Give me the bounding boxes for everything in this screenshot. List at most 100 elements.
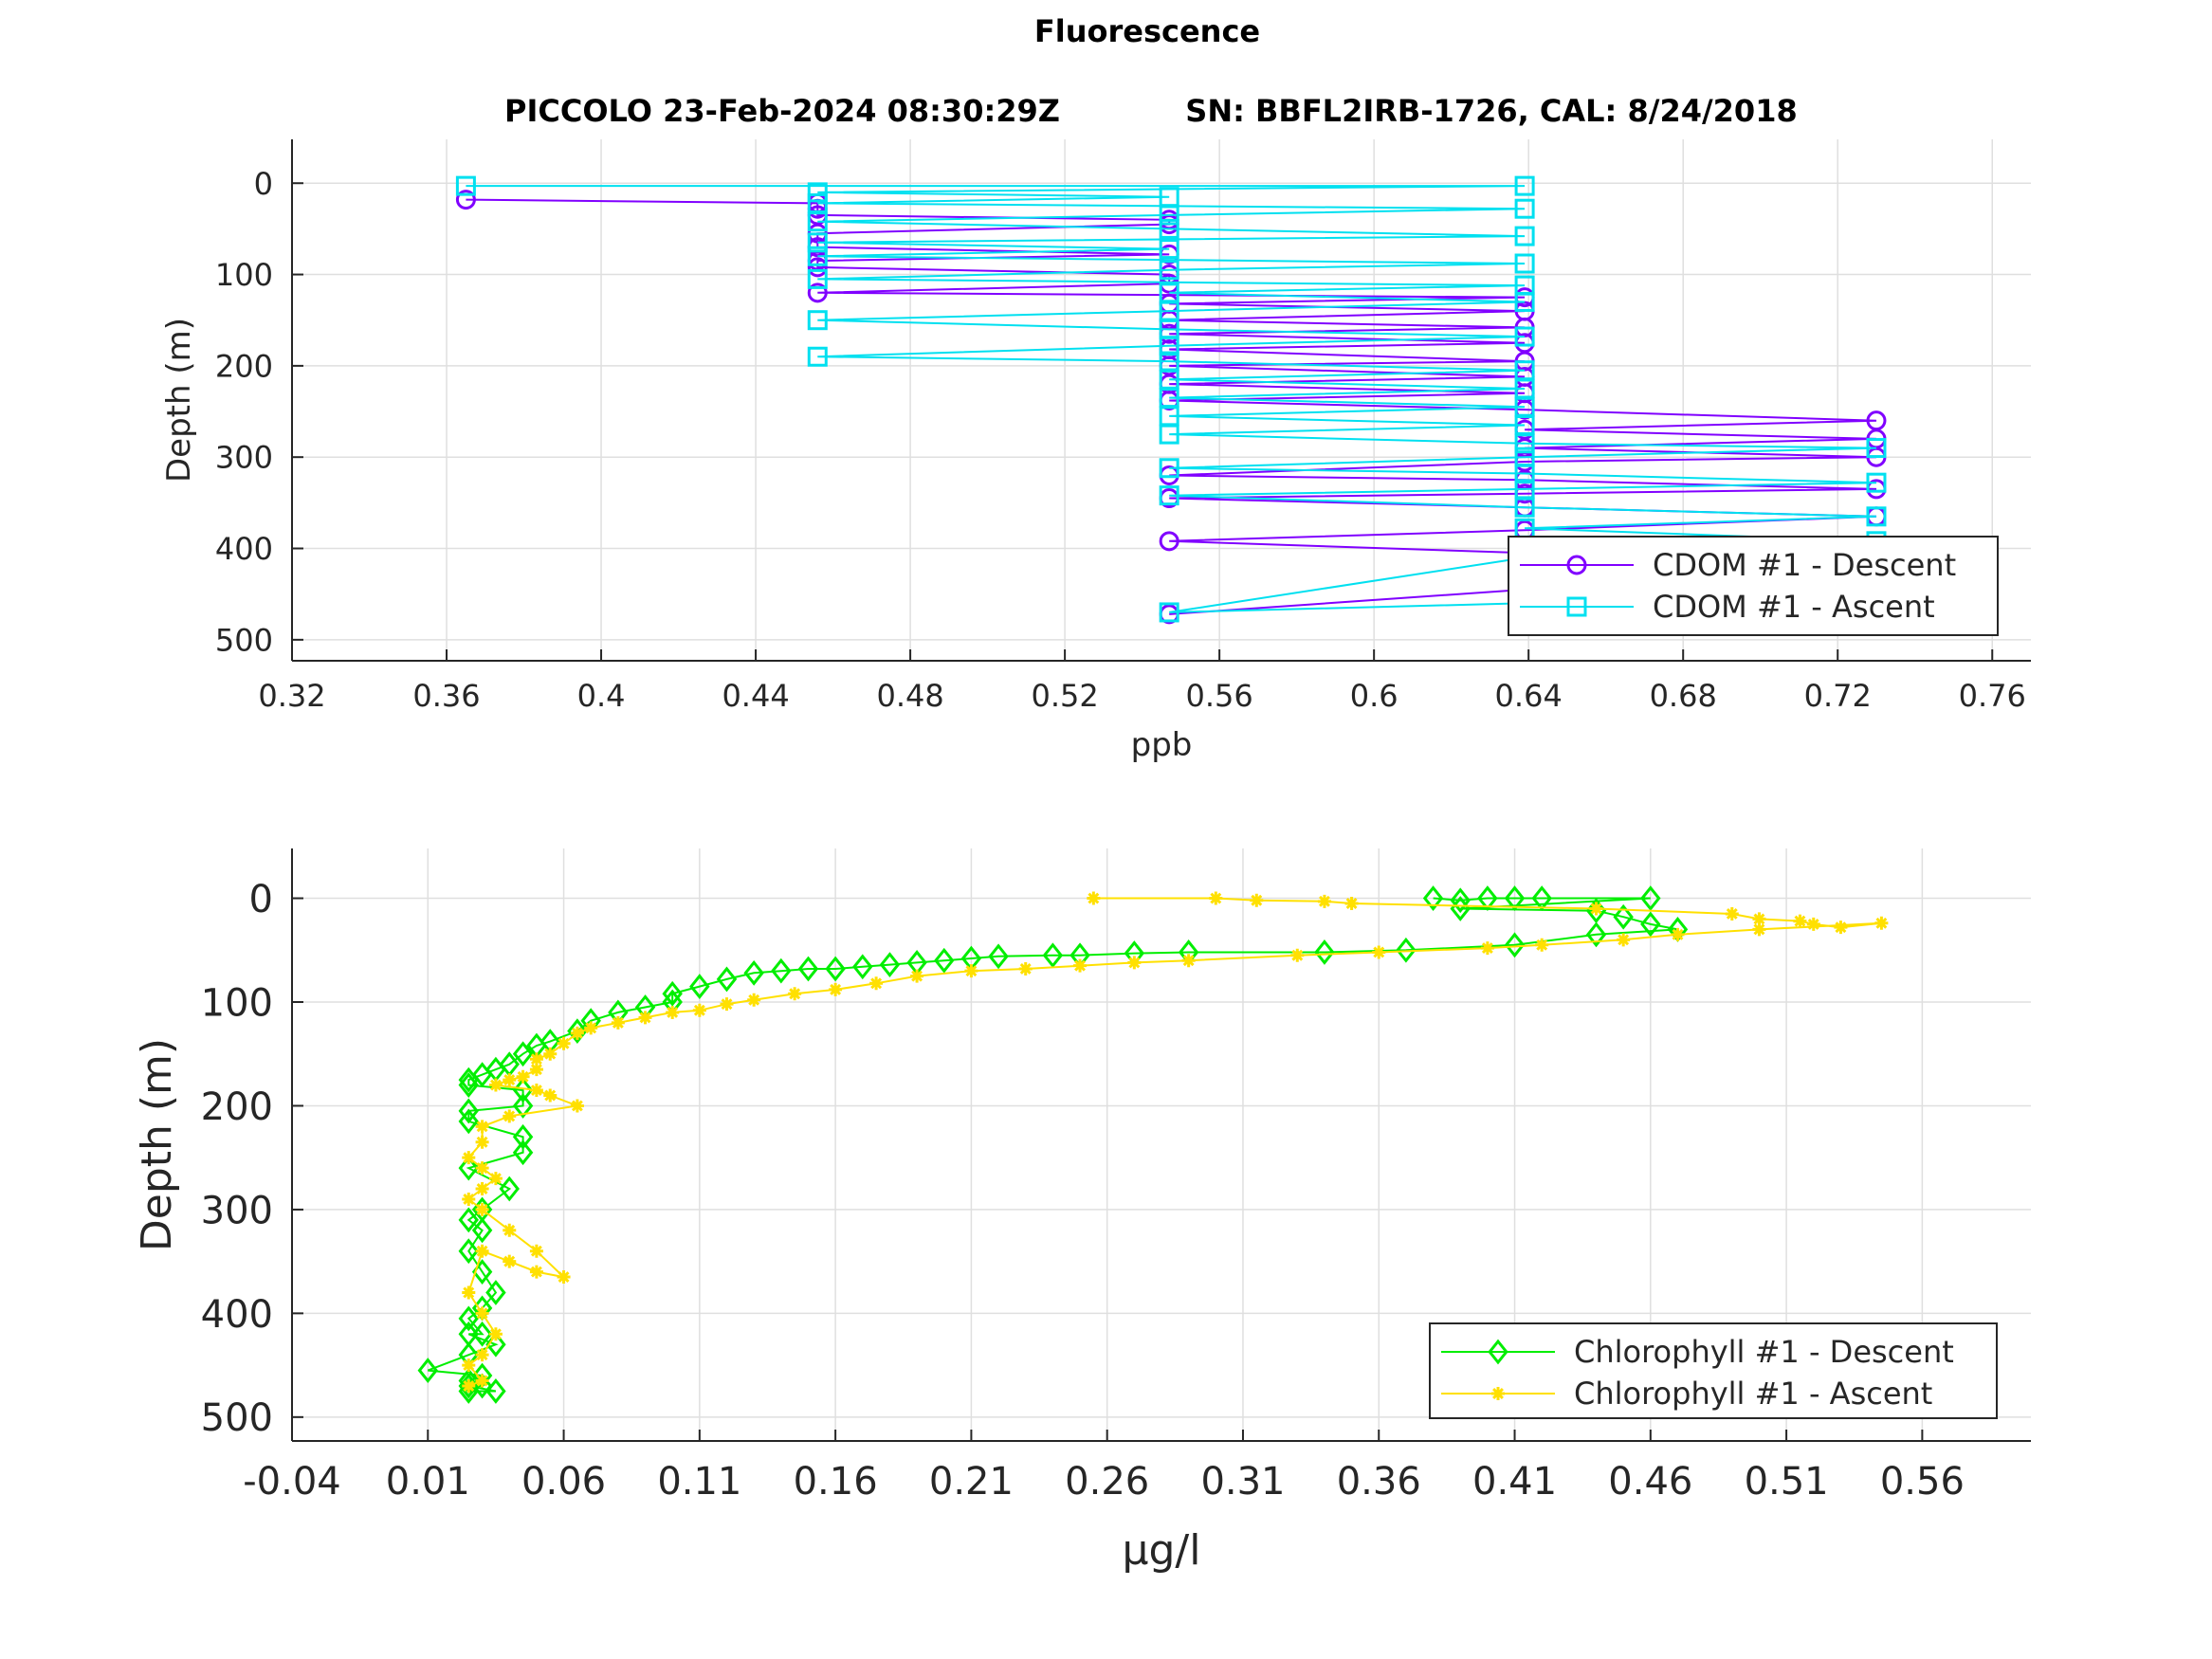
data-point	[529, 1265, 543, 1279]
data-point	[475, 1161, 489, 1176]
data-point	[1159, 485, 1179, 506]
data-point	[458, 1072, 479, 1098]
data-point	[988, 943, 1009, 970]
data-point	[488, 1172, 503, 1186]
x-tick-label: 0.52	[1031, 678, 1098, 714]
data-point	[1866, 438, 1887, 459]
legend-label: Chlorophyll #1 - Ascent	[1574, 1376, 1932, 1412]
data-point	[570, 1026, 584, 1040]
data-point	[503, 1254, 517, 1268]
legend-swatch-marker	[1491, 1387, 1505, 1400]
data-point	[807, 346, 828, 367]
x-tick-label: 0.06	[521, 1460, 606, 1504]
data-point	[1159, 531, 1179, 552]
x-tick-label: 0.01	[386, 1460, 470, 1504]
figure-subtitle-right: SN: BBFL2IRB-1726, CAL: 8/24/2018	[1185, 93, 1797, 129]
data-point	[964, 964, 978, 978]
y-tick-label: 500	[215, 622, 273, 658]
data-point	[662, 980, 683, 1007]
data-point	[458, 1155, 479, 1181]
data-point	[471, 1217, 493, 1244]
data-point	[1806, 917, 1820, 931]
data-point	[570, 1099, 584, 1113]
legend: Chlorophyll #1 - Descent Chlorophyll #1 -…	[1429, 1322, 1998, 1419]
data-point	[1250, 893, 1264, 907]
x-tick-label: 0.68	[1650, 678, 1717, 714]
data-point	[720, 997, 734, 1012]
data-point	[475, 1348, 489, 1362]
data-point	[807, 257, 828, 278]
data-point	[475, 1244, 489, 1258]
x-axis-label: ppb	[1131, 726, 1193, 764]
data-point	[1159, 218, 1179, 239]
data-point	[1640, 911, 1661, 938]
data-point	[716, 966, 738, 993]
data-point	[458, 1305, 479, 1332]
data-point	[462, 1192, 476, 1206]
data-point	[475, 1182, 489, 1196]
data-point	[807, 246, 828, 266]
data-point	[1159, 260, 1179, 281]
data-point	[1209, 891, 1223, 905]
data-point	[1874, 916, 1889, 930]
data-point	[743, 959, 764, 986]
y-tick-label: 300	[215, 440, 273, 476]
y-tick-label: 500	[201, 1396, 273, 1440]
data-point	[1290, 948, 1305, 962]
data-point	[1793, 914, 1807, 928]
data-point	[1617, 933, 1631, 947]
x-tick-label: 0.44	[722, 678, 789, 714]
data-point	[543, 1047, 558, 1061]
data-point	[1514, 433, 1535, 454]
data-point	[1159, 336, 1179, 356]
legend-label: CDOM #1 - Descent	[1653, 547, 1956, 583]
data-point	[503, 1109, 517, 1123]
data-point	[458, 1207, 479, 1233]
data-point	[512, 1077, 534, 1103]
data-point	[1450, 887, 1471, 914]
x-tick-label: 0.26	[1065, 1460, 1149, 1504]
x-tick-label: 0.76	[1959, 678, 2026, 714]
x-tick-label: 0.41	[1472, 1460, 1557, 1504]
series-line	[466, 198, 1877, 615]
data-point	[1314, 939, 1335, 965]
data-point	[512, 1123, 534, 1150]
data-point	[788, 987, 802, 1001]
data-point	[1752, 922, 1766, 937]
data-point	[1396, 937, 1417, 963]
grid	[291, 848, 2031, 1441]
y-axis-label: Depth (m)	[160, 318, 198, 483]
y-tick-label: 200	[201, 1085, 273, 1129]
data-point	[458, 1378, 479, 1404]
x-tick-label: 0.4	[577, 678, 626, 714]
data-point	[1613, 903, 1634, 930]
series-line	[466, 185, 1877, 618]
y-tick-label: 100	[215, 257, 273, 293]
x-axis-label: μg/l	[1123, 1526, 1201, 1575]
data-point	[417, 1358, 439, 1383]
legend-swatch-marker	[1566, 596, 1587, 617]
y-tick-label: 0	[254, 166, 273, 202]
y-tick-label: 400	[201, 1293, 273, 1337]
data-point	[516, 1069, 530, 1084]
data-point	[458, 1098, 479, 1124]
data-point	[475, 1202, 489, 1216]
data-point	[567, 1018, 588, 1045]
data-point	[512, 1041, 534, 1067]
series-1	[462, 891, 1889, 1393]
x-tick-label: -0.04	[243, 1460, 341, 1504]
data-point	[512, 1093, 534, 1119]
data-point	[1087, 891, 1101, 905]
data-point	[543, 1088, 558, 1103]
data-point	[1159, 458, 1179, 479]
data-point	[1514, 175, 1535, 196]
x-tick-label: 0.56	[1880, 1460, 1965, 1504]
series-line	[427, 897, 1678, 1393]
data-point	[869, 976, 884, 991]
data-point	[1477, 885, 1498, 911]
x-tick-label: 0.21	[929, 1460, 1014, 1504]
data-point	[1018, 961, 1033, 975]
data-point	[807, 232, 828, 253]
x-tick-label: 0.36	[1337, 1460, 1421, 1504]
x-tick-label: 0.64	[1495, 678, 1563, 714]
